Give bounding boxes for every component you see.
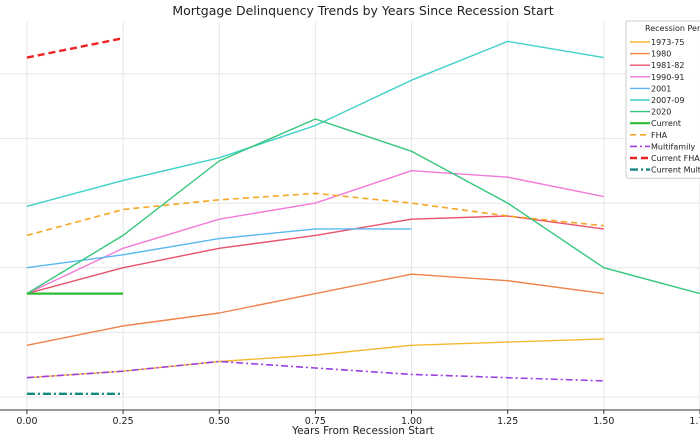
series-line-multifamily xyxy=(26,360,604,382)
legend-label: 2020 xyxy=(651,108,671,117)
x-tick-label: 1.50 xyxy=(593,416,614,427)
legend-label: 2007-09 xyxy=(651,96,684,105)
series-line-2007-09 xyxy=(26,40,604,207)
series-line-1990-91 xyxy=(26,169,604,295)
legend-box xyxy=(625,20,700,179)
series-line-1980 xyxy=(26,273,604,346)
x-tick-label: 1.25 xyxy=(497,416,518,427)
series-line-current-fha xyxy=(26,37,124,59)
x-tick-label: 0.25 xyxy=(112,416,133,427)
legend-label: Current Multifamily xyxy=(651,166,700,175)
x-axis: 0.00 0.25 0.50 0.75 1.00 1.25 1.50 1.75 xyxy=(0,409,700,427)
legend-label: Current xyxy=(651,119,681,128)
legend-label: 2001 xyxy=(651,84,671,93)
legend-label: 1981-82 xyxy=(651,61,684,70)
x-tick-label: 1.00 xyxy=(401,416,422,427)
legend-label: 1980 xyxy=(651,50,671,59)
x-tick-label: 0.00 xyxy=(16,416,37,427)
series-line-2020 xyxy=(26,118,700,295)
x-axis-label: Years From Recession Start xyxy=(291,425,434,437)
legend-label: Current FHA xyxy=(651,154,700,163)
legend-label: 1973-75 xyxy=(651,38,684,47)
legend-label: 1990-91 xyxy=(651,73,684,82)
series-line-fha xyxy=(26,192,604,237)
x-tick-label: 1.75 xyxy=(689,416,700,427)
series-line-2001 xyxy=(26,228,412,269)
grid-lines xyxy=(0,22,700,410)
chart-title: Mortgage Delinquency Trends by Years Sin… xyxy=(172,3,553,18)
legend: Recession Period 1973-75 1980 1981-82 1990-9… xyxy=(625,20,700,179)
x-tick-label: 0.50 xyxy=(209,416,230,427)
series-lines xyxy=(26,37,700,395)
legend-label: Multifamily xyxy=(651,142,696,151)
legend-title: Recession Period xyxy=(645,24,700,33)
series-line-1981-82 xyxy=(26,215,604,295)
legend-label: FHA xyxy=(651,131,668,140)
x-tick-label: 0.75 xyxy=(305,416,326,427)
